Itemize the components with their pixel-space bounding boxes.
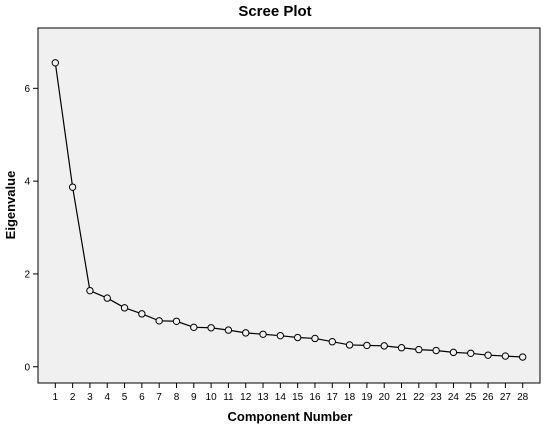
x-tick-label: 16 — [309, 392, 321, 403]
data-point — [501, 352, 510, 360]
data-point — [311, 334, 319, 343]
data-point — [432, 346, 440, 355]
x-tick-label: 3 — [87, 392, 93, 403]
x-tick-label: 1 — [53, 392, 59, 403]
x-tick-label: 24 — [448, 392, 460, 403]
data-point — [190, 323, 198, 332]
data-point — [363, 341, 371, 350]
x-axis-label: Component Number — [228, 409, 353, 424]
data-point — [51, 59, 60, 67]
x-tick-label: 19 — [361, 392, 373, 403]
data-point — [328, 337, 336, 346]
x-tick-label: 8 — [174, 392, 180, 403]
x-tick-label: 5 — [122, 392, 128, 403]
y-axis: 0 2 4 6 — [24, 84, 38, 373]
x-tick-label: 26 — [483, 392, 495, 403]
data-point — [276, 331, 285, 340]
y-tick-label: 4 — [24, 177, 30, 188]
x-axis: 1 2 3 4 5 6 7 8 9 10 11 12 13 14 15 16 17 18 19 20 21 22 23 24 2… — [53, 383, 529, 403]
data-point — [449, 348, 458, 357]
x-tick-label: 4 — [104, 392, 110, 403]
data-point — [242, 329, 250, 337]
x-tick-label: 9 — [191, 392, 197, 403]
data-point — [138, 310, 146, 318]
x-tick-label: 17 — [327, 392, 339, 403]
x-tick-label: 15 — [292, 392, 304, 403]
x-tick-label: 27 — [500, 392, 512, 403]
data-point — [120, 304, 129, 312]
x-tick-label: 11 — [223, 392, 234, 403]
x-tick-label: 23 — [431, 392, 443, 403]
y-tick-label: 6 — [24, 84, 30, 95]
x-tick-label: 10 — [206, 392, 218, 403]
x-tick-label: 18 — [344, 392, 356, 403]
series-line — [54, 62, 523, 358]
data-point — [293, 333, 302, 342]
data-point — [207, 324, 215, 332]
x-tick-label: 25 — [465, 392, 477, 403]
data-point — [345, 341, 354, 349]
data-point — [86, 286, 94, 295]
data-point — [155, 317, 163, 325]
data-point — [259, 330, 267, 338]
chart-title: Scree Plot — [238, 3, 311, 20]
x-tick-label: 22 — [413, 392, 425, 403]
x-tick-label: 13 — [257, 392, 269, 403]
y-tick-label: 2 — [24, 269, 30, 280]
data-point — [397, 344, 406, 352]
x-tick-label: 12 — [240, 392, 252, 403]
x-tick-label: 6 — [139, 392, 145, 403]
x-tick-label: 7 — [156, 392, 162, 403]
data-point — [380, 342, 388, 350]
x-tick-label: 2 — [70, 392, 76, 403]
x-tick-label: 20 — [379, 392, 391, 403]
data-point — [103, 294, 111, 302]
x-tick-label: 28 — [517, 392, 529, 403]
data-point — [172, 317, 181, 325]
y-tick-label: 0 — [24, 362, 30, 373]
data-point — [518, 353, 527, 361]
data-point — [467, 349, 475, 358]
data-point — [415, 345, 423, 354]
y-axis-label: Eigenvalue — [3, 171, 18, 240]
plot-area — [37, 27, 541, 384]
data-point — [68, 183, 77, 191]
data-point — [224, 326, 233, 334]
x-tick-label: 21 — [396, 392, 408, 403]
x-tick-label: 14 — [275, 392, 287, 403]
data-point — [484, 351, 492, 359]
series-layer — [51, 59, 527, 361]
